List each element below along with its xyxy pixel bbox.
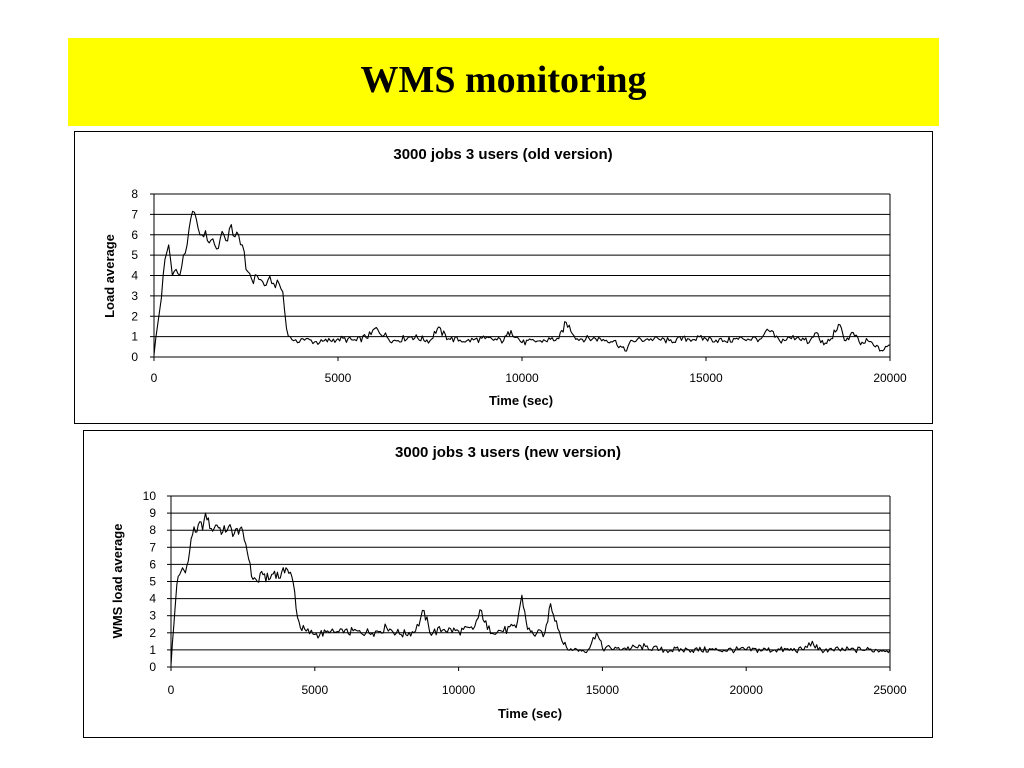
y-tick-label: 8 (149, 523, 156, 537)
y-tick-label: 5 (149, 575, 156, 589)
y-tick-label: 2 (131, 309, 138, 323)
x-tick-label: 15000 (586, 683, 620, 697)
chart-old-version: 3000 jobs 3 users (old version) Time (se… (74, 131, 933, 424)
y-tick-label: 3 (131, 289, 138, 303)
y-tick-label: 0 (149, 660, 156, 674)
y-tick-label: 10 (143, 489, 157, 503)
x-tick-label: 10000 (505, 371, 539, 385)
title-band: WMS monitoring (68, 38, 939, 126)
x-tick-label: 0 (151, 371, 158, 385)
y-tick-label: 7 (149, 540, 156, 554)
y-tick-label: 9 (149, 506, 156, 520)
chart-old-version-svg: 3000 jobs 3 users (old version) Time (se… (102, 146, 907, 408)
y-axis-label: Load average (102, 234, 117, 318)
chart-new-version: 3000 jobs 3 users (new version) Time (se… (83, 430, 933, 738)
x-tick-label: 5000 (301, 683, 328, 697)
y-tick-label: 0 (131, 350, 138, 364)
plot-area: 0 1 2 3 4 5 6 7 8 0 5000 10000 15000 20000 (131, 187, 907, 385)
x-tick-label: 5000 (325, 371, 352, 385)
y-tick-label: 1 (149, 643, 156, 657)
y-tick-label: 6 (131, 228, 138, 242)
chart-new-version-svg: 3000 jobs 3 users (new version) Time (se… (110, 444, 907, 721)
chart-title: 3000 jobs 3 users (new version) (395, 444, 621, 461)
series-line (153, 210, 891, 356)
slide-title: WMS monitoring (360, 59, 647, 101)
y-axis-label: WMS load average (110, 524, 125, 639)
y-tick-label: 3 (149, 609, 156, 623)
y-tick-label: 1 (131, 330, 138, 344)
y-tick-label: 7 (131, 207, 138, 221)
x-tick-label: 0 (168, 683, 175, 697)
y-tick-label: 8 (131, 187, 138, 201)
x-tick-label: 20000 (873, 371, 907, 385)
y-tick-label: 5 (131, 248, 138, 262)
x-tick-label: 15000 (689, 371, 723, 385)
x-tick-label: 20000 (730, 683, 764, 697)
x-tick-label: 25000 (873, 683, 907, 697)
chart-title: 3000 jobs 3 users (old version) (393, 146, 612, 163)
y-tick-label: 4 (149, 592, 156, 606)
series-line (170, 512, 891, 666)
x-axis-label: Time (sec) (489, 393, 553, 408)
y-tick-label: 2 (149, 626, 156, 640)
y-tick-label: 4 (131, 269, 138, 283)
plot-area: 0 1 2 3 4 5 6 7 8 9 10 0 5000 10000 15000 20000 25000 (143, 489, 907, 697)
x-axis-label: Time (sec) (498, 706, 562, 721)
x-tick-label: 10000 (442, 683, 476, 697)
y-tick-label: 6 (149, 557, 156, 571)
